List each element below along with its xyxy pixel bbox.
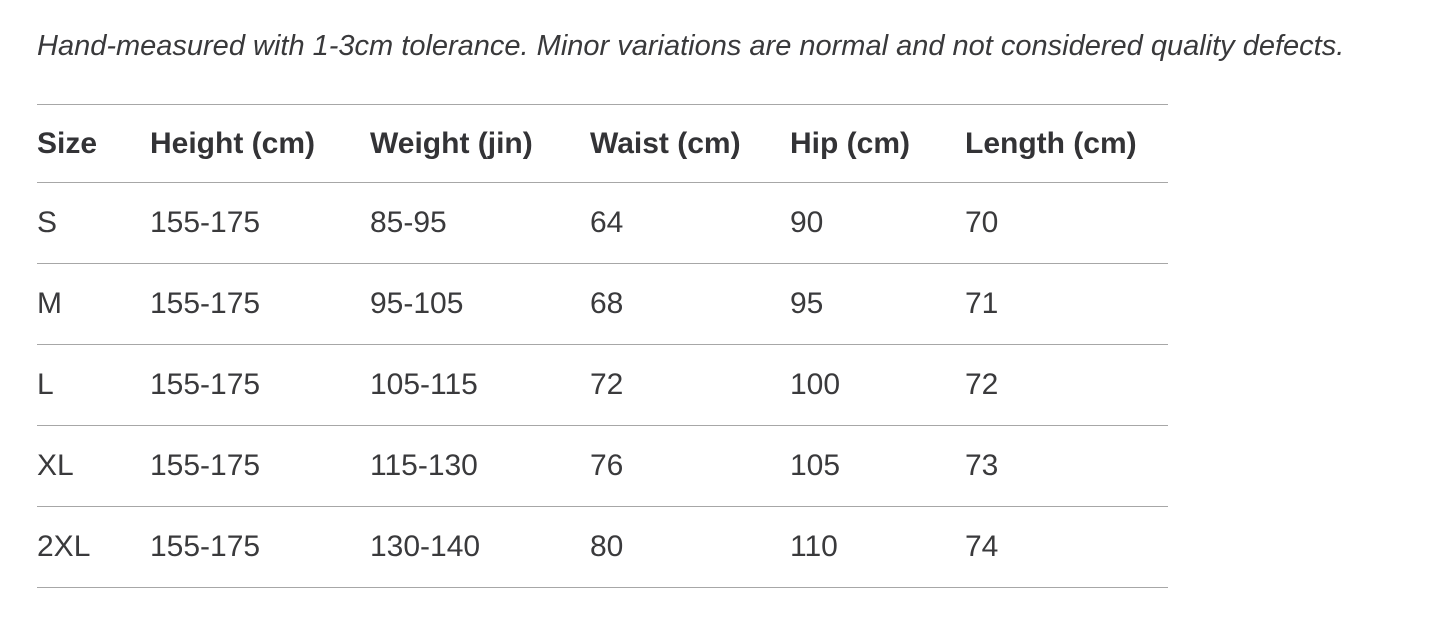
size-chart-table: Size Height (cm) Weight (jin) Waist (cm)… — [37, 104, 1168, 588]
cell-height: 155-175 — [150, 530, 261, 564]
cell-length: 72 — [965, 368, 999, 402]
col-header-length: Length (cm) — [965, 126, 1137, 160]
col-header-size: Size — [37, 126, 98, 160]
col-header-waist: Waist (cm) — [590, 126, 741, 160]
cell-hip: 100 — [790, 368, 841, 402]
cell-weight: 105-115 — [370, 368, 478, 402]
cell-weight: 85-95 — [370, 206, 447, 240]
table-row-m: M 155-175 95-105 68 95 71 — [37, 264, 1168, 345]
cell-waist: 68 — [590, 287, 624, 321]
cell-weight: 130-140 — [370, 530, 481, 564]
cell-waist: 64 — [590, 206, 624, 240]
table-row-s: S 155-175 85-95 64 90 70 — [37, 183, 1168, 264]
cell-size: L — [37, 368, 54, 402]
cell-hip: 105 — [790, 449, 841, 483]
cell-waist: 72 — [590, 368, 624, 402]
table-row-l: L 155-175 105-115 72 100 72 — [37, 345, 1168, 426]
col-header-height: Height (cm) — [150, 126, 315, 160]
col-header-weight: Weight (jin) — [370, 126, 533, 160]
table-row-xl: XL 155-175 115-130 76 105 73 — [37, 426, 1168, 507]
cell-height: 155-175 — [150, 368, 261, 402]
table-row-2xl: 2XL 155-175 130-140 80 110 74 — [37, 507, 1168, 588]
cell-length: 74 — [965, 530, 999, 564]
cell-weight: 115-130 — [370, 449, 478, 483]
tolerance-note: Hand-measured with 1-3cm tolerance. Mino… — [37, 30, 1345, 62]
cell-length: 71 — [965, 287, 999, 321]
col-header-hip: Hip (cm) — [790, 126, 910, 160]
cell-hip: 95 — [790, 287, 824, 321]
cell-waist: 76 — [590, 449, 624, 483]
cell-height: 155-175 — [150, 287, 261, 321]
cell-size: M — [37, 287, 62, 321]
table-header-row: Size Height (cm) Weight (jin) Waist (cm)… — [37, 104, 1168, 183]
cell-size: XL — [37, 449, 74, 483]
cell-size: 2XL — [37, 530, 91, 564]
cell-height: 155-175 — [150, 206, 261, 240]
cell-hip: 90 — [790, 206, 824, 240]
cell-hip: 110 — [790, 530, 838, 564]
cell-size: S — [37, 206, 58, 240]
cell-weight: 95-105 — [370, 287, 464, 321]
cell-length: 70 — [965, 206, 999, 240]
cell-waist: 80 — [590, 530, 624, 564]
cell-height: 155-175 — [150, 449, 261, 483]
cell-length: 73 — [965, 449, 999, 483]
